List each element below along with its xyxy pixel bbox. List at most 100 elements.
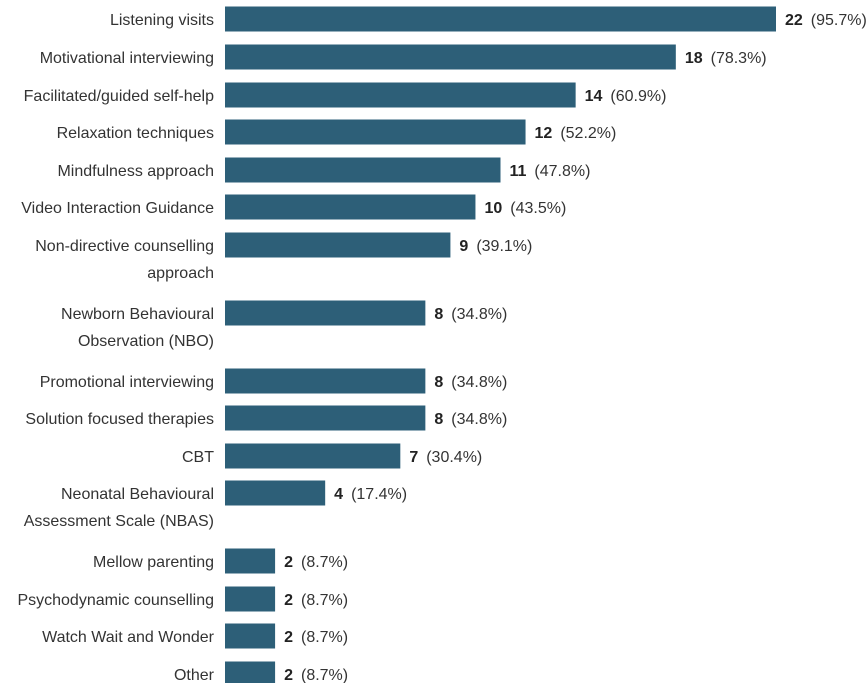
category-label: Other xyxy=(174,667,215,683)
value-count: 8 xyxy=(434,306,443,323)
value-label: 11 (47.8%) xyxy=(510,163,591,180)
category-label-line: Neonatal Behavioural xyxy=(61,486,214,503)
category-label: Solution focused therapies xyxy=(25,411,214,428)
bar xyxy=(225,157,501,183)
category-label-line: Watch Wait and Wonder xyxy=(42,629,215,646)
bar xyxy=(225,119,526,145)
value-count: 18 xyxy=(685,50,703,67)
value-count: 8 xyxy=(434,411,443,428)
bars xyxy=(225,6,776,683)
category-labels: Listening visits Motivational interviewin… xyxy=(17,12,214,683)
value-percent: (47.8%) xyxy=(534,163,590,180)
value-percent: (52.2%) xyxy=(560,125,616,142)
category-label-line: Promotional interviewing xyxy=(40,374,214,391)
value-count: 2 xyxy=(284,629,293,646)
value-percent: (30.4%) xyxy=(426,449,482,466)
value-percent: (34.8%) xyxy=(451,306,507,323)
bar xyxy=(225,368,426,394)
category-label-line: Non-directive counselling xyxy=(35,238,214,255)
category-label: Newborn Behavioural Observation (NBO) xyxy=(61,306,214,350)
value-label: 8 (34.8%) xyxy=(434,411,507,428)
category-label: Mindfulness approach xyxy=(57,163,214,180)
value-label: 2 (8.7%) xyxy=(284,554,348,571)
value-percent: (39.1%) xyxy=(476,238,532,255)
bar xyxy=(225,480,326,506)
value-label: 18 (78.3%) xyxy=(685,50,767,67)
category-label: Video Interaction Guidance xyxy=(21,200,214,217)
value-label: 22 (95.7%) xyxy=(785,12,867,29)
value-label: 4 (17.4%) xyxy=(334,486,407,503)
value-count: 2 xyxy=(284,554,293,571)
category-label: Listening visits xyxy=(110,12,214,29)
category-label-line: Relaxation techniques xyxy=(57,125,214,142)
category-label-line: approach xyxy=(147,265,214,282)
category-label-line: Psychodynamic counselling xyxy=(17,592,214,609)
category-label: CBT xyxy=(182,449,214,466)
bar xyxy=(225,300,426,326)
value-label: 2 (8.7%) xyxy=(284,667,348,683)
value-percent: (8.7%) xyxy=(301,554,348,571)
value-label: 12 (52.2%) xyxy=(535,125,617,142)
category-label: Neonatal Behavioural Assessment Scale (NB… xyxy=(24,486,214,530)
value-count: 7 xyxy=(409,449,418,466)
bar xyxy=(225,443,401,469)
category-label-line: Mindfulness approach xyxy=(57,163,214,180)
category-label-line: Other xyxy=(174,667,215,683)
value-label: 2 (8.7%) xyxy=(284,629,348,646)
category-label-line: Mellow parenting xyxy=(93,554,214,571)
bar xyxy=(225,586,276,612)
category-label: Non-directive counselling approach xyxy=(35,238,214,282)
value-count: 2 xyxy=(284,592,293,609)
category-label: Psychodynamic counselling xyxy=(17,592,214,609)
category-label-line: CBT xyxy=(182,449,214,466)
category-label: Mellow parenting xyxy=(93,554,214,571)
value-percent: (34.8%) xyxy=(451,374,507,391)
value-count: 9 xyxy=(459,238,468,255)
value-label: 2 (8.7%) xyxy=(284,592,348,609)
value-count: 14 xyxy=(585,88,603,105)
category-label: Motivational interviewing xyxy=(40,50,214,67)
category-label: Facilitated/guided self-help xyxy=(24,88,214,105)
value-count: 22 xyxy=(785,12,803,29)
bar xyxy=(225,6,776,32)
value-label: 8 (34.8%) xyxy=(434,306,507,323)
value-percent: (17.4%) xyxy=(351,486,407,503)
bar xyxy=(225,548,276,574)
value-label: 9 (39.1%) xyxy=(459,238,532,255)
value-label: 8 (34.8%) xyxy=(434,374,507,391)
value-percent: (8.7%) xyxy=(301,667,348,683)
value-percent: (60.9%) xyxy=(610,88,666,105)
value-count: 12 xyxy=(535,125,553,142)
value-percent: (95.7%) xyxy=(811,12,867,29)
bar xyxy=(225,82,576,108)
bar xyxy=(225,194,476,220)
category-label-line: Video Interaction Guidance xyxy=(21,200,214,217)
value-percent: (34.8%) xyxy=(451,411,507,428)
category-label-line: Newborn Behavioural xyxy=(61,306,214,323)
value-label: 14 (60.9%) xyxy=(585,88,667,105)
category-label-line: Motivational interviewing xyxy=(40,50,214,67)
value-count: 11 xyxy=(510,163,527,180)
category-label: Promotional interviewing xyxy=(40,374,214,391)
value-count: 4 xyxy=(334,486,343,503)
value-percent: (43.5%) xyxy=(510,200,566,217)
category-label-line: Solution focused therapies xyxy=(25,411,214,428)
value-label: 10 (43.5%) xyxy=(484,200,566,217)
value-percent: (78.3%) xyxy=(711,50,767,67)
value-label: 7 (30.4%) xyxy=(409,449,482,466)
value-count: 10 xyxy=(484,200,502,217)
bar xyxy=(225,623,276,649)
value-labels: 22 (95.7%)18 (78.3%)14 (60.9%)12 (52.2%)11 (4… xyxy=(284,12,867,683)
value-count: 2 xyxy=(284,667,293,683)
category-label: Watch Wait and Wonder xyxy=(42,629,215,646)
bar xyxy=(225,405,426,431)
category-label: Relaxation techniques xyxy=(57,125,214,142)
value-percent: (8.7%) xyxy=(301,592,348,609)
value-percent: (8.7%) xyxy=(301,629,348,646)
bar xyxy=(225,232,451,258)
value-count: 8 xyxy=(434,374,443,391)
bar xyxy=(225,661,276,683)
category-label-line: Listening visits xyxy=(110,12,214,29)
category-label-line: Assessment Scale (NBAS) xyxy=(24,513,214,530)
